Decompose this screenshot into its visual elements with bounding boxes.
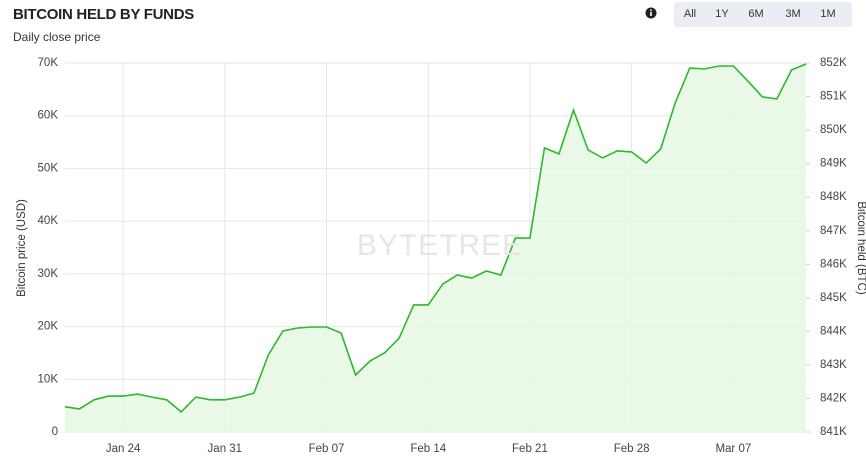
y2-tick-label: 847K — [820, 225, 847, 237]
range-selector — [674, 2, 852, 27]
y2-tick-label: 851K — [820, 91, 847, 103]
y2-tick-label: 846K — [820, 258, 847, 270]
y-tick-label: 60K — [38, 110, 59, 122]
y-tick-label: 40K — [38, 215, 59, 227]
range-button[interactable]: 6M — [748, 8, 763, 20]
x-tick-label: Feb 28 — [614, 443, 650, 455]
x-tick-label: Feb 14 — [410, 443, 446, 455]
y-tick-label: 0 — [52, 426, 58, 438]
y2-tick-label: 844K — [820, 325, 847, 337]
line — [64, 63, 807, 413]
x-tick-label: Feb 21 — [512, 443, 548, 455]
info-icon[interactable] — [645, 7, 657, 19]
y2-tick-label: 841K — [820, 426, 847, 438]
y2-tick-label: 852K — [820, 57, 847, 69]
y2-tick-label: 845K — [820, 292, 847, 304]
y2-tick-label: 848K — [820, 191, 847, 203]
range-button[interactable]: All — [684, 8, 696, 20]
y2-tick-label: 849K — [820, 158, 847, 170]
x-tick-label: Mar 07 — [715, 443, 751, 455]
y2-axis-label: Bitcoin held (BTC) — [855, 201, 866, 294]
range-button[interactable]: 3M — [785, 8, 800, 20]
y2-tick-label: 843K — [820, 359, 847, 371]
y-tick-label: 10K — [38, 373, 59, 385]
y2-tick-label: 850K — [820, 124, 847, 136]
chart-title: BITCOIN HELD BY FUNDS — [13, 6, 194, 23]
y-axis-label: Bitcoin price (USD) — [16, 199, 28, 297]
y-tick-label: 50K — [38, 162, 59, 174]
x-tick-label: Jan 24 — [106, 443, 141, 455]
range-button[interactable]: 1Y — [715, 8, 729, 20]
y-tick-label: 70K — [38, 57, 59, 69]
range-button[interactable]: 1M — [820, 8, 835, 20]
x-tick-label: Feb 07 — [309, 443, 345, 455]
area — [65, 64, 806, 432]
watermark: BYTETREE — [357, 229, 523, 262]
y2-tick-label: 842K — [820, 392, 847, 404]
chart-subtitle: Daily close price — [13, 30, 101, 44]
y-tick-label: 30K — [38, 268, 59, 280]
y-tick-label: 20K — [38, 321, 59, 333]
x-tick-label: Jan 31 — [208, 443, 243, 455]
